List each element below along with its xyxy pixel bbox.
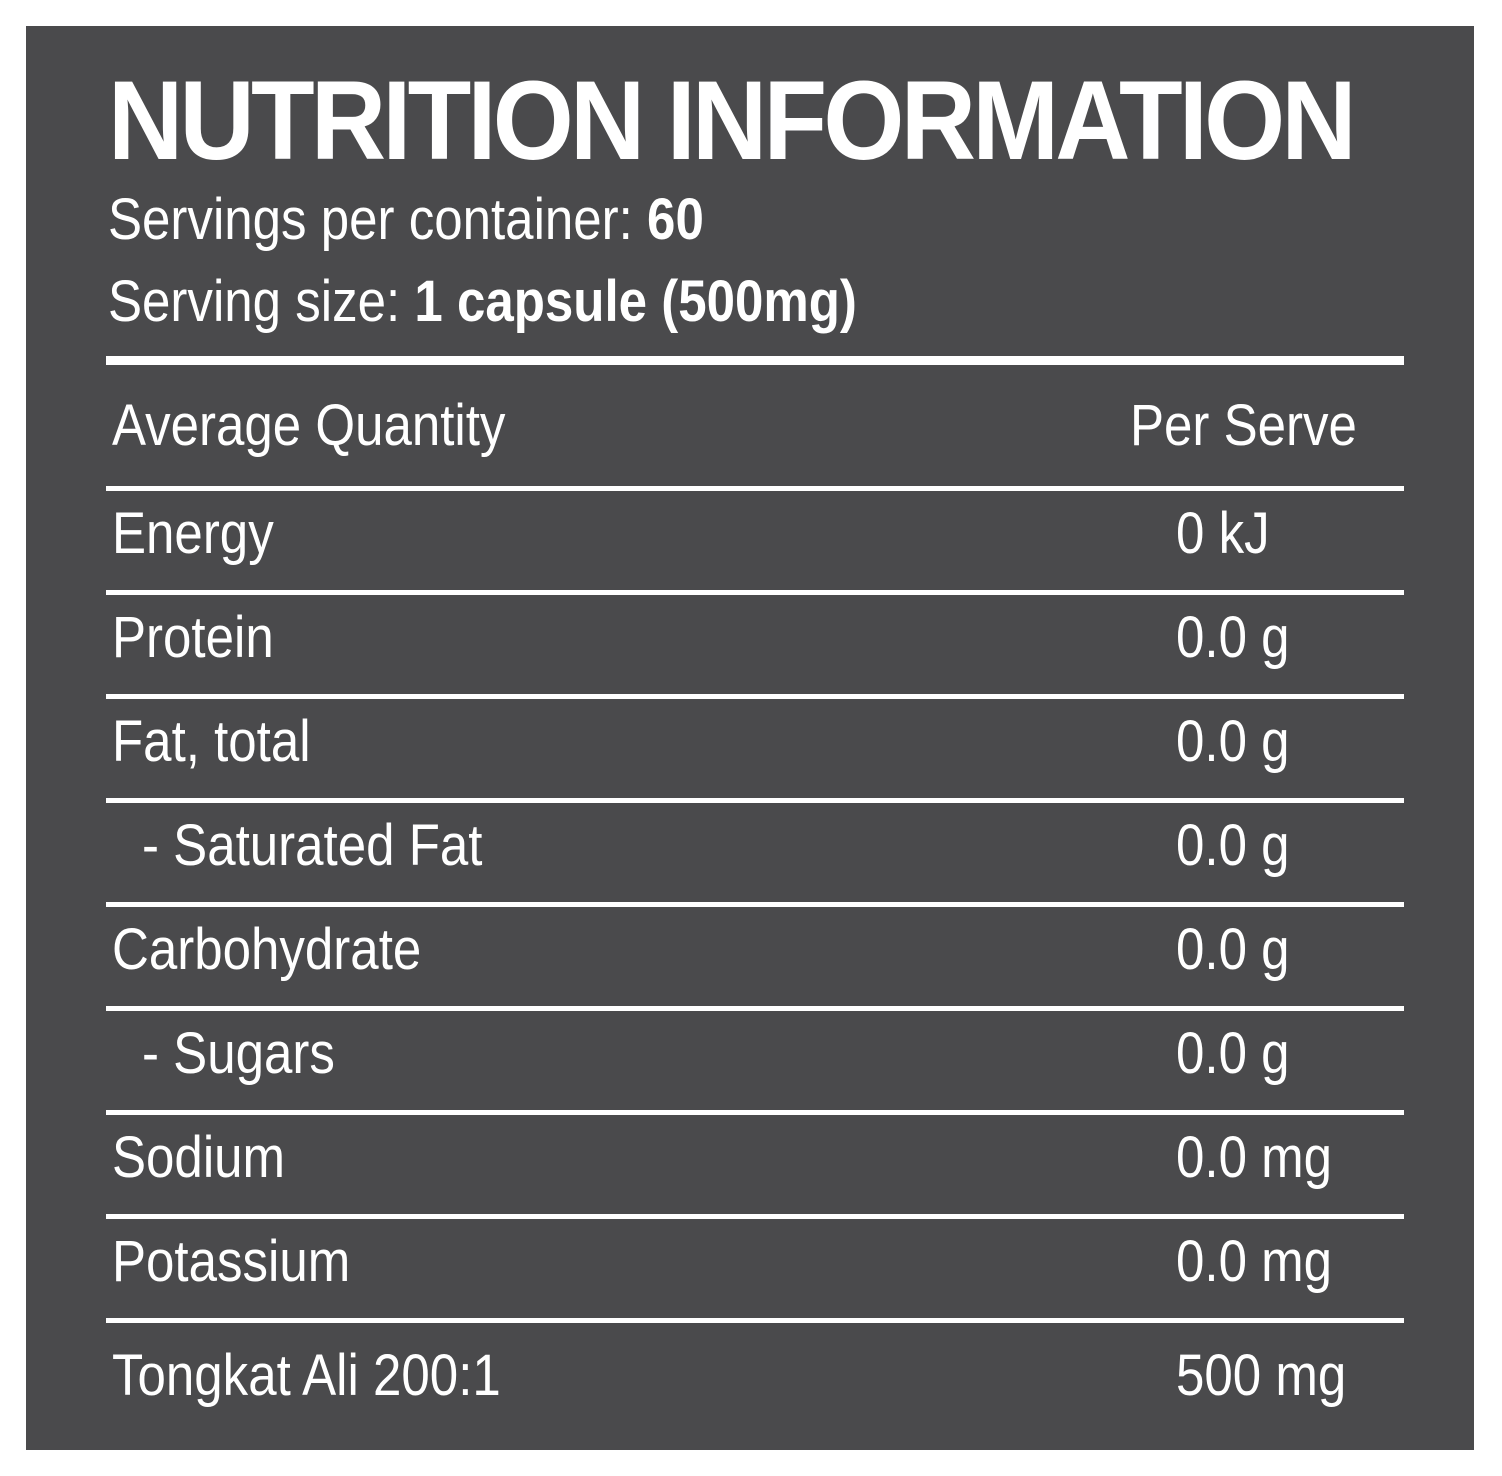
nutrient: Potassium [112,1229,351,1294]
row-divider [106,1110,1404,1115]
amount: 0.0 g [1176,709,1290,774]
row-divider [106,1214,1404,1219]
serving-size-label: Serving size: [108,269,401,334]
divider [106,356,1404,365]
nutrient: Fat, total [112,709,311,774]
row-divider [106,1006,1404,1011]
amount: 0.0 mg [1176,1125,1333,1190]
serving-size: Serving size: 1 capsule (500mg) [108,268,857,335]
header-cell: Per Serve [1130,393,1357,458]
amount: 0 kJ [1176,501,1270,566]
servings-value: 60 [647,187,704,252]
nutrient: Energy [112,501,274,566]
amount: 0.0 g [1176,917,1290,982]
nutrient: Carbohydrate [112,917,422,982]
servings-label: Servings per container: [108,187,633,252]
serving-size-value: 1 capsule (500mg) [414,269,857,334]
amount: 0.0 g [1176,605,1290,670]
row-divider [106,798,1404,803]
nutrient: - Sugars [142,1021,335,1086]
row-divider [106,590,1404,595]
nutrient: - Saturated Fat [142,813,483,878]
row-divider [106,902,1404,907]
nutrition-panel: NUTRITION INFORMATION Servings per conta… [26,26,1474,1450]
row-divider [106,694,1404,699]
nutrient: Protein [112,605,274,670]
amount: 0.0 g [1176,1021,1290,1086]
row-divider [106,486,1404,491]
servings: Servings per container: 60 [108,186,704,253]
amount: 500 mg [1176,1343,1347,1408]
amount: 0.0 g [1176,813,1290,878]
row-divider [106,1318,1404,1323]
amount: 0.0 mg [1176,1229,1333,1294]
nutrient: Sodium [112,1125,286,1190]
header-cell: Average Quantity [112,393,506,458]
title: NUTRITION INFORMATION [108,58,1357,183]
nutrient: Tongkat Ali 200:1 [112,1343,501,1408]
